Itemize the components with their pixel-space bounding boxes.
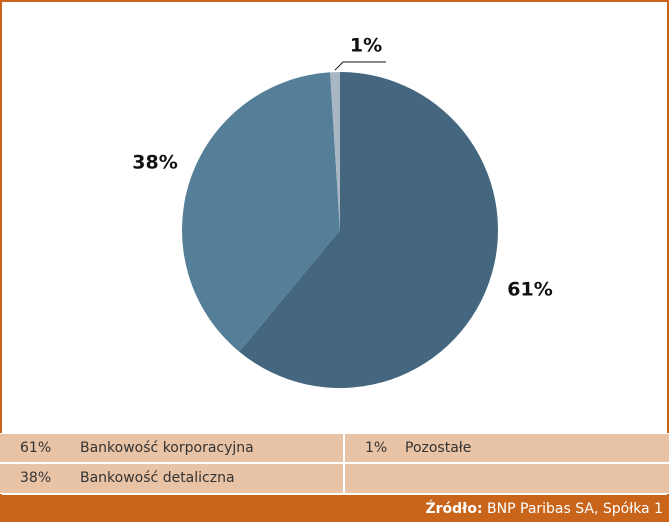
footer (0, 495, 669, 522)
pie-slice (181, 72, 340, 352)
legend-cell (345, 434, 669, 462)
source-text: BNP Paribas SA, Spółka 1 (487, 501, 663, 517)
legend-cell (0, 434, 343, 462)
data-label: 38% (132, 152, 177, 174)
legend-value: 61% (20, 440, 51, 456)
legend-cell (345, 464, 669, 493)
pie-slice (330, 72, 340, 230)
leader-line (334, 61, 386, 71)
legend-value: 1% (365, 440, 387, 456)
data-label: 1% (350, 35, 382, 57)
legend-label: Bankowość korporacyjna (80, 440, 254, 456)
pie-slice (239, 72, 499, 389)
source-label: Źródło: (425, 499, 482, 517)
data-label: 61% (507, 279, 552, 301)
source: Źródło: BNP Paribas SA, Spółka 1 (425, 499, 663, 517)
legend-cell (0, 464, 343, 493)
legend-label: Bankowość detaliczna (80, 470, 235, 486)
legend-label: Pozostałe (405, 440, 471, 456)
legend-value: 38% (20, 470, 51, 486)
